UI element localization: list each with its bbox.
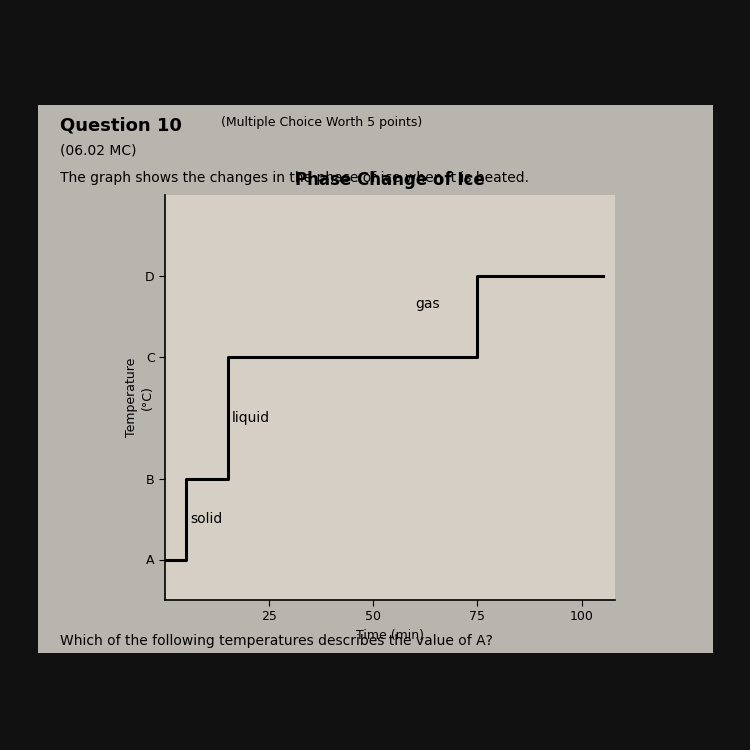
FancyBboxPatch shape xyxy=(38,105,712,652)
X-axis label: Time (min): Time (min) xyxy=(356,629,424,642)
Text: solid: solid xyxy=(190,512,222,526)
Text: The graph shows the changes in the phase of ice when it is heated.: The graph shows the changes in the phase… xyxy=(60,171,529,185)
Text: (Multiple Choice Worth 5 points): (Multiple Choice Worth 5 points) xyxy=(221,116,422,129)
Text: Question 10: Question 10 xyxy=(60,116,182,134)
Y-axis label: Temperature
(°C): Temperature (°C) xyxy=(125,358,154,437)
Text: gas: gas xyxy=(415,297,440,311)
Title: Phase Change of Ice: Phase Change of Ice xyxy=(295,171,484,189)
Text: (06.02 MC): (06.02 MC) xyxy=(60,144,136,158)
Text: liquid: liquid xyxy=(232,411,270,424)
Text: Which of the following temperatures describes the value of A?: Which of the following temperatures desc… xyxy=(60,634,493,648)
